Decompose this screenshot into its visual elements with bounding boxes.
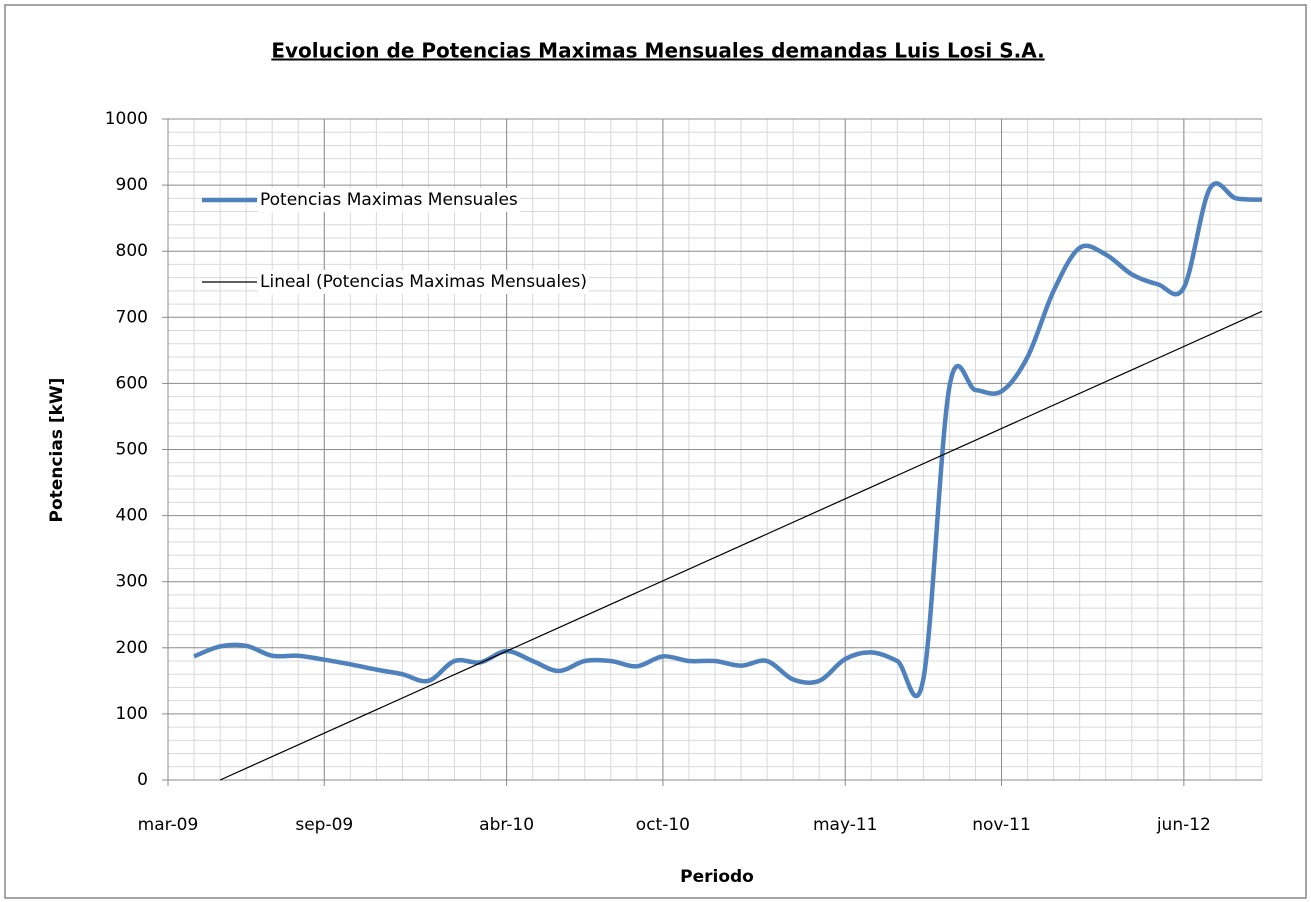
x-tick-label: nov-11 (972, 815, 1031, 835)
y-tick-label: 200 (116, 638, 148, 658)
x-tick-label: mar-09 (138, 815, 199, 835)
x-tick-label: abr-10 (479, 815, 534, 835)
y-tick-label: 300 (116, 572, 148, 592)
y-tick-label: 800 (116, 241, 148, 261)
chart-frame (4, 4, 1307, 899)
chart-title: Evolucion de Potencias Maximas Mensuales… (271, 39, 1044, 63)
y-axis-label: Potencias [kW] (47, 378, 67, 523)
x-tick-label: sep-09 (295, 815, 353, 835)
legend-label: Lineal (Potencias Maximas Mensuales) (260, 272, 587, 292)
legend-bg (258, 270, 590, 294)
legend-bg (258, 188, 520, 212)
y-tick-label: 900 (116, 175, 148, 195)
y-tick-label: 100 (116, 704, 148, 724)
x-axis-label: Periodo (680, 867, 754, 887)
x-tick-label: may-11 (813, 815, 878, 835)
y-tick-label: 1000 (105, 109, 148, 129)
y-tick-label: 0 (137, 770, 148, 790)
y-tick-label: 700 (116, 307, 148, 327)
series-line (193, 181, 1263, 699)
y-tick-label: 400 (116, 506, 148, 526)
x-tick-label: jun-12 (1156, 815, 1211, 835)
legend-label: Potencias Maximas Mensuales (260, 190, 518, 210)
series-line (219, 310, 1263, 781)
y-tick-label: 500 (116, 440, 148, 460)
y-tick-label: 600 (116, 373, 148, 393)
x-tick-label: oct-10 (636, 815, 690, 835)
